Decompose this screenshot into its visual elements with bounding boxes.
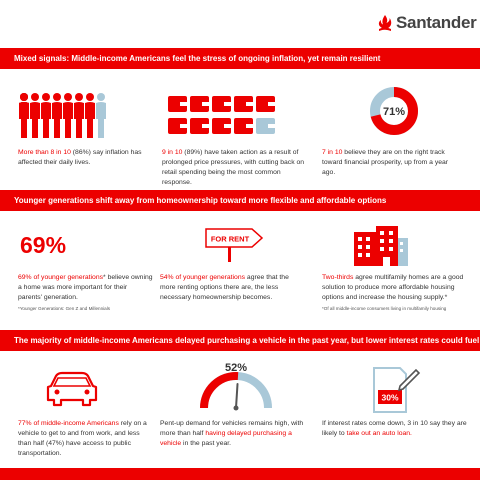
stat-auto-loan: If interest rates come down, 3 in 10 say… bbox=[322, 420, 467, 437]
stat-price-action: 9 in 10 (89%) have taken action as a res… bbox=[162, 149, 305, 186]
section-3-title: The majority of middle-income Americans … bbox=[0, 330, 480, 351]
for-rent-label: FOR RENT bbox=[211, 235, 250, 244]
donut-label: 71% bbox=[383, 106, 405, 118]
for-rent-sign-icon: FOR RENT bbox=[205, 228, 264, 262]
santander-logo[interactable]: Santander bbox=[378, 12, 477, 34]
stat-homeownership: 69% of younger generations* believe owni… bbox=[18, 274, 153, 301]
section-1-title: Mixed signals: Middle-income Americans f… bbox=[0, 48, 480, 69]
wallet-icon bbox=[168, 96, 275, 134]
stat-inflation: More than 8 in 10 (86%) say inflation ha… bbox=[18, 149, 142, 166]
note-multifamily: *Of all middle-income consumers living i… bbox=[322, 306, 447, 311]
stat-financial-track: 7 in 10 believe they are on the right tr… bbox=[322, 149, 449, 176]
footer-bar bbox=[0, 468, 480, 480]
car-icon bbox=[46, 371, 98, 407]
stat-delayed-vehicle: Pent-up demand for vehicles remains high… bbox=[160, 420, 304, 447]
stat-renting: 54% of younger generations agree that th… bbox=[160, 274, 289, 301]
donut-chart: 71% bbox=[370, 87, 418, 135]
document-badge: 30% bbox=[381, 393, 398, 403]
flame-icon bbox=[378, 15, 392, 31]
gauge-chart bbox=[200, 372, 272, 411]
people-row bbox=[19, 93, 106, 138]
brand-name: Santander bbox=[396, 13, 477, 32]
section-2-title: Younger generations shift away from home… bbox=[0, 190, 480, 211]
note-younger-generations: *Younger Generations: Gen Z and Millenni… bbox=[18, 306, 111, 311]
gauge-label: 52% bbox=[224, 362, 248, 374]
big-stat-69: 69% bbox=[20, 232, 67, 258]
stat-multifamily: Two-thirds agree multifamily homes are a… bbox=[322, 274, 464, 301]
document-pen-icon: 30% bbox=[373, 367, 421, 413]
apartment-icon bbox=[354, 226, 408, 266]
stat-vehicle-reliance: 77% of middle-income Americans rely on a… bbox=[18, 420, 147, 457]
